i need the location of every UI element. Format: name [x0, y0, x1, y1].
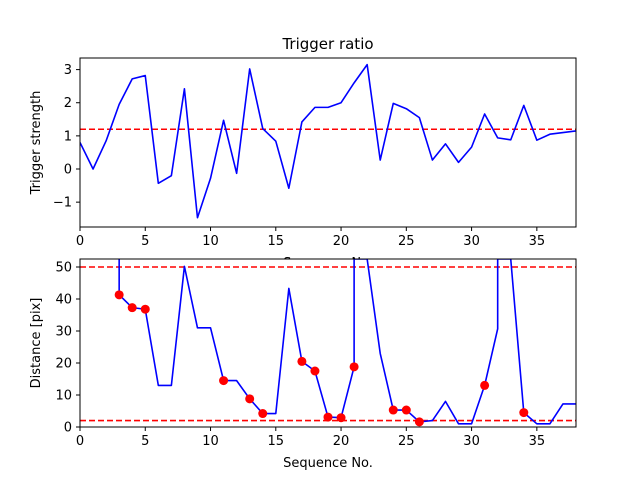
y-tick-label: 0: [64, 421, 72, 436]
data-point-marker: [258, 409, 268, 419]
y-tick-label: −1: [53, 196, 72, 211]
data-point-marker: [336, 413, 346, 423]
bottom-chart-background: [80, 259, 576, 427]
data-point-marker: [323, 412, 333, 422]
y-tick-label: 0: [64, 163, 72, 178]
x-tick-label: 20: [333, 234, 350, 249]
x-tick-label: 25: [398, 234, 415, 249]
x-tick-label: 15: [268, 434, 285, 449]
x-tick-label: 10: [202, 234, 219, 249]
y-tick-label: 50: [55, 261, 72, 276]
plot-content: [80, 259, 576, 427]
x-tick-label: 20: [333, 434, 350, 449]
x-tick-label: 15: [268, 234, 285, 249]
data-point-marker: [310, 366, 320, 376]
plot-frame: [79, 57, 577, 228]
data-point-marker: [114, 290, 124, 300]
x-tick-label: 0: [76, 434, 84, 449]
y-tick-label: 20: [55, 357, 72, 372]
x-tick-label: 10: [202, 434, 219, 449]
data-point-marker: [245, 394, 255, 404]
series-line: [80, 63, 576, 219]
y-tick-label: 1: [64, 129, 72, 144]
bottom-chart-y-axis-label: Distance [pix]: [29, 298, 44, 389]
data-point-marker: [519, 408, 529, 418]
x-tick-label: 5: [141, 434, 149, 449]
top-chart-y-axis-label: Trigger strength: [29, 91, 44, 196]
data-point-marker: [140, 304, 150, 314]
x-tick-label: 35: [529, 234, 546, 249]
data-point-marker: [480, 380, 490, 390]
y-tick-label: 3: [64, 63, 72, 78]
plot-content: [80, 63, 576, 219]
y-tick-label: 30: [55, 325, 72, 340]
data-point-marker: [388, 405, 398, 415]
y-tick-label: 2: [64, 96, 72, 111]
y-tick-label: 40: [55, 293, 72, 308]
data-point-marker: [219, 376, 229, 386]
data-point-marker: [349, 362, 359, 372]
y-tick-label: 10: [55, 389, 72, 404]
x-tick-label: 30: [463, 434, 480, 449]
bottom-chart-plot-area: 0 5 10 15 20 25 30 35 0 10 20 30 40 50: [55, 258, 577, 449]
data-point-marker: [127, 303, 137, 313]
data-point-marker: [297, 356, 307, 366]
x-tick-label: 5: [141, 234, 149, 249]
x-tick-label: 0: [76, 234, 84, 249]
x-tick-label: 25: [398, 434, 415, 449]
plot-frame: [79, 258, 577, 428]
top-chart-plot-area: 0 5 10 15 20 25 30 35 −1 0 1 2 3: [53, 57, 577, 249]
bottom-chart-x-axis-label: Sequence No.: [283, 456, 373, 471]
x-tick-label: 30: [463, 234, 480, 249]
data-point-marker: [414, 417, 424, 427]
x-tick-label: 35: [529, 434, 546, 449]
bottom-chart: 0 5 10 15 20 25 30 35 0 10 20 30 40 50 Sequence No. D…: [29, 258, 577, 471]
data-point-marker: [401, 405, 411, 415]
top-chart-title: Trigger ratio: [281, 35, 373, 53]
